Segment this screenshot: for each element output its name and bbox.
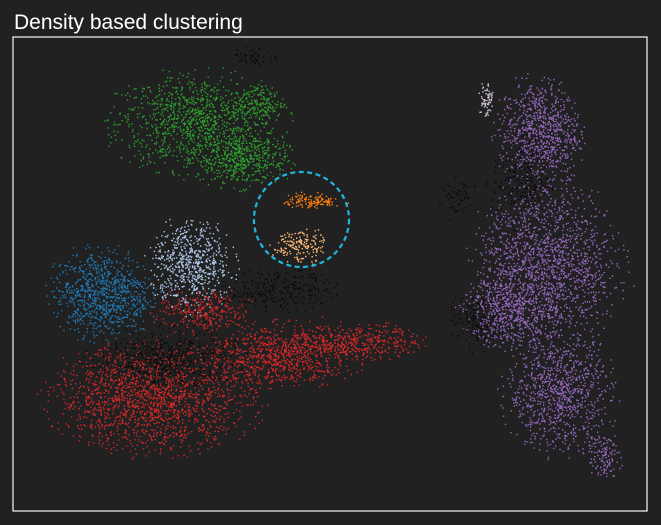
cluster-points (454, 73, 635, 478)
cluster-9 (82, 46, 554, 395)
cluster-8 (478, 83, 494, 117)
cluster-points (82, 46, 554, 395)
cluster-5 (269, 228, 325, 265)
highlight-circle (252, 170, 351, 269)
plot-frame (12, 36, 648, 512)
cluster-points (144, 218, 240, 318)
cluster-1 (104, 67, 297, 193)
chart-title: Density based clustering (14, 11, 243, 34)
cluster-points (45, 244, 162, 344)
cluster-points (104, 67, 297, 193)
cluster-7 (454, 73, 635, 478)
cluster-points (478, 83, 494, 117)
cluster-points (283, 191, 349, 209)
cluster-3 (144, 218, 240, 318)
cluster-6 (36, 289, 427, 460)
cluster-points (36, 289, 427, 460)
cluster-points (269, 228, 325, 265)
cluster-4 (283, 191, 349, 209)
cluster-2 (45, 244, 162, 344)
